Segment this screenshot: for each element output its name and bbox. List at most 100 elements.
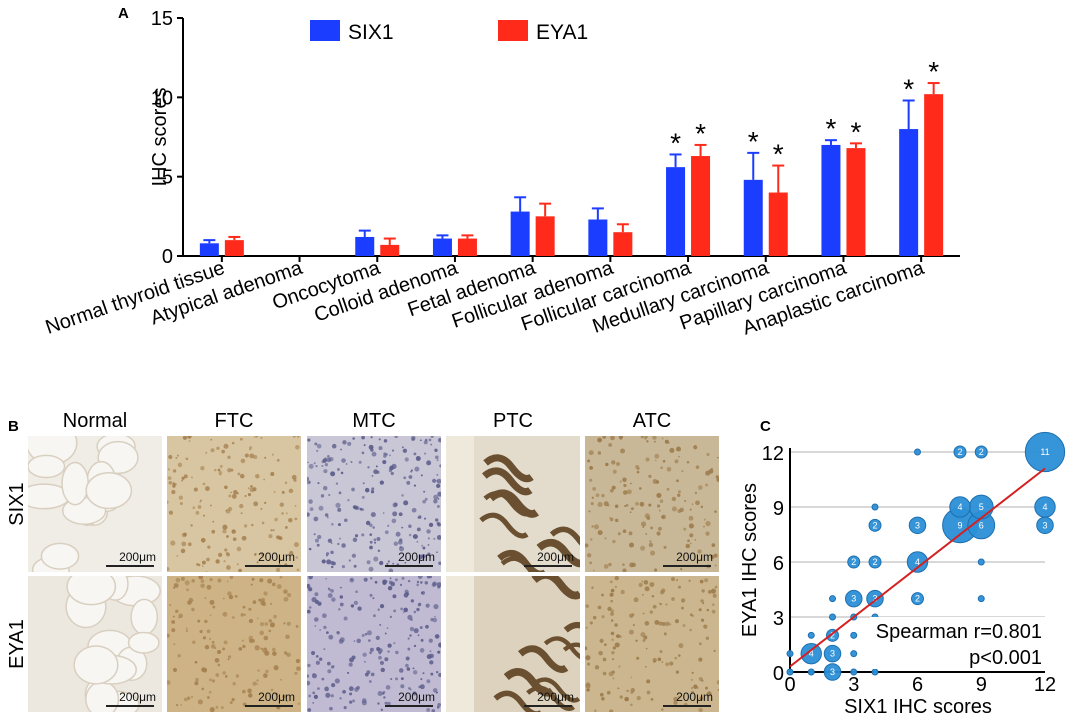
scatter-bubble <box>974 445 988 459</box>
micrograph-cell <box>377 691 383 696</box>
micrograph-cell <box>712 593 717 598</box>
scatter-bubble <box>850 668 858 676</box>
micrograph-cell <box>610 612 614 616</box>
micrograph-cell <box>243 524 248 528</box>
micrograph-cell <box>171 620 176 624</box>
micrograph-cell <box>705 531 710 536</box>
micrograph-cell <box>327 454 330 458</box>
micrograph-cell <box>392 511 398 517</box>
micrograph-cell <box>380 708 384 712</box>
micrograph-scale-bar <box>524 565 572 567</box>
micrograph-cell <box>610 609 614 613</box>
micrograph-cell <box>700 618 705 622</box>
micrograph-cell <box>698 642 702 646</box>
micrograph-texture <box>28 436 162 572</box>
micrograph-cell <box>661 661 664 663</box>
micrograph-cell <box>413 610 417 614</box>
micrograph-cell <box>349 692 353 696</box>
micrograph-cell <box>201 565 204 567</box>
micrograph-cell <box>258 598 262 602</box>
micrograph-cell <box>190 695 194 699</box>
micrograph-cell <box>416 607 420 612</box>
micrograph-cell <box>369 540 373 544</box>
micrograph-papilla <box>531 677 580 703</box>
micrograph-cell <box>185 627 188 630</box>
micrograph-cell <box>191 607 195 612</box>
micrograph-cell <box>705 470 711 476</box>
micrograph-cell <box>239 503 244 509</box>
micrograph-cell <box>242 689 246 694</box>
micrograph-cell <box>264 456 267 459</box>
micrograph-cell <box>609 517 614 522</box>
micrograph-cell <box>620 589 625 595</box>
micrograph-cell <box>386 562 389 565</box>
micrograph-cell <box>626 489 632 495</box>
scatter-bubble-count: 3 <box>830 649 835 659</box>
micrograph-cell <box>286 621 291 626</box>
micrograph-cell <box>694 685 697 688</box>
bar-six1 <box>899 129 919 256</box>
micrograph-cell <box>313 617 319 622</box>
micrograph-cell <box>311 673 317 679</box>
micrograph-cell <box>393 642 396 645</box>
micrograph-cell <box>294 517 298 521</box>
micrograph-cell <box>209 637 212 640</box>
scatter-bubble <box>868 555 882 569</box>
scatter-y-tick-label: 6 <box>773 553 784 575</box>
micrograph-cell <box>260 436 263 440</box>
micrograph-papilla <box>531 576 580 600</box>
micrograph-cell <box>410 599 415 603</box>
scatter-bubble <box>850 650 858 658</box>
scatter-bubble <box>823 644 842 663</box>
micrograph-cell <box>369 651 372 655</box>
micrograph-cell <box>236 563 239 566</box>
micrograph-cell <box>432 688 438 693</box>
micrograph-cell <box>388 580 393 585</box>
micrograph-cell <box>181 479 184 482</box>
micrograph-cell <box>422 672 425 675</box>
micrograph-cell <box>424 438 428 442</box>
micrograph-cell <box>658 621 663 626</box>
micrograph-cell <box>375 465 378 468</box>
micrograph-cell <box>589 466 594 470</box>
micrograph-cell <box>654 459 657 462</box>
micrograph-cell <box>625 503 629 507</box>
micrograph-cell <box>597 605 602 610</box>
micrograph-cell <box>252 600 257 604</box>
micrograph-cell <box>378 655 382 660</box>
micrograph-cell <box>626 689 629 693</box>
micrograph-cell <box>177 654 181 658</box>
micrograph-scale-label: 200μm <box>258 550 295 564</box>
bar-six1 <box>510 211 530 256</box>
micrograph-cell <box>264 647 267 650</box>
micrograph-cell <box>399 546 402 549</box>
micrograph-cell <box>241 639 244 642</box>
micrograph-cell <box>205 451 208 454</box>
micrograph-scale-label: 200μm <box>398 550 435 564</box>
micrograph-follicle <box>40 542 80 570</box>
bar-six1 <box>743 179 763 256</box>
micrograph-cell <box>256 617 259 620</box>
micrograph-cell <box>622 563 625 567</box>
micrograph-cell <box>376 537 381 542</box>
micrograph-cell <box>308 481 311 484</box>
micrograph-cell <box>182 436 188 440</box>
scatter-bubble-count: 3 <box>1042 520 1047 530</box>
micrograph-cell <box>433 499 438 504</box>
micrograph-cell <box>222 524 228 530</box>
micrograph-cell <box>230 491 232 494</box>
micrograph-cell <box>209 599 215 605</box>
micrograph-cell <box>641 580 644 583</box>
micrograph-cell <box>434 634 440 639</box>
micrograph-cell <box>318 657 323 661</box>
micrograph-cell <box>204 644 210 650</box>
micrograph-cell <box>387 585 393 591</box>
micrograph-cell <box>622 490 628 495</box>
micrograph-cell <box>178 495 183 500</box>
micrograph-col-label-atc: ATC <box>632 410 672 432</box>
micrograph-cell <box>701 589 705 593</box>
micrograph-cell <box>434 455 439 460</box>
micrograph-cell <box>423 490 426 493</box>
scatter-bubble-count: 2 <box>979 447 984 457</box>
micrograph-cell <box>248 607 252 611</box>
